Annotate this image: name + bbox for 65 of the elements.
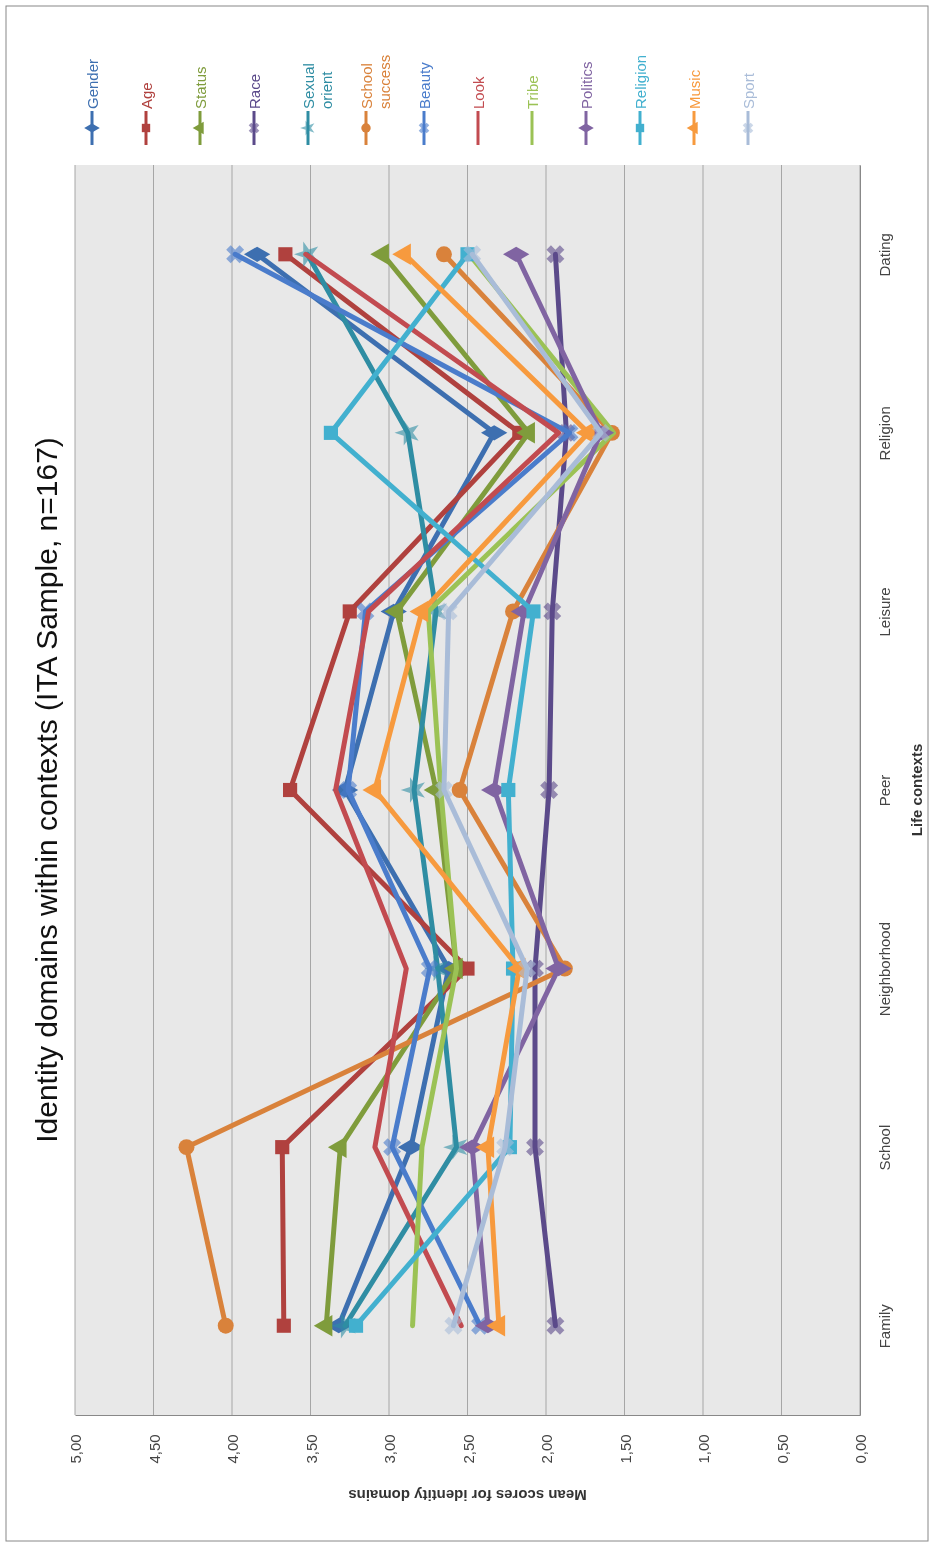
point (178, 1139, 195, 1156)
point (342, 604, 357, 619)
point (518, 959, 537, 978)
point (339, 781, 358, 799)
point (435, 781, 453, 799)
text: Status (191, 66, 209, 109)
point (348, 1318, 364, 1333)
y-tick-label: Dating (875, 233, 893, 277)
point (501, 782, 516, 798)
y-axis-title: Life contexts (907, 743, 925, 837)
text: Politics (577, 61, 595, 109)
point (323, 425, 338, 440)
x-tick-label: 2,00 (538, 1434, 555, 1464)
text: Gender (83, 58, 101, 109)
point (543, 602, 562, 621)
point (443, 1134, 468, 1160)
point (383, 1138, 402, 1157)
x-tick-label: 4,00 (224, 1434, 241, 1464)
point (278, 247, 293, 262)
x-tick-label: 4,50 (145, 1434, 163, 1464)
text: Race (245, 73, 263, 109)
x-tick-label: 0,00 (852, 1434, 869, 1464)
point (526, 604, 541, 619)
point (496, 1138, 515, 1157)
x-tick-label: 1,00 (695, 1434, 712, 1464)
point (463, 245, 482, 264)
text: School success (357, 54, 393, 109)
x-tick-label: 3,00 (381, 1434, 398, 1464)
point (394, 420, 419, 446)
y-tick-label: Neighborhood (875, 921, 893, 1017)
point (439, 602, 458, 621)
text: Beauty (415, 61, 433, 109)
text: Look (469, 75, 487, 109)
point (217, 1317, 234, 1334)
x-tick-label: 0,50 (773, 1434, 791, 1464)
point (444, 1316, 463, 1335)
text: Music (685, 69, 703, 109)
point (546, 1316, 565, 1335)
point (451, 782, 468, 798)
point (435, 246, 452, 263)
point (226, 245, 245, 264)
point (592, 423, 610, 442)
text: Religion (631, 54, 649, 109)
x-tick-label: 1,50 (616, 1434, 634, 1464)
y-tick-label: Family (875, 1303, 893, 1349)
y-tick-label: Peer (875, 774, 893, 807)
point (540, 781, 559, 799)
point (526, 1138, 544, 1157)
x-tick-label: 5,00 (67, 1434, 84, 1464)
point (276, 1318, 291, 1333)
x-tick-label: 3,50 (302, 1434, 320, 1464)
y-tick-label: Leisure (875, 587, 893, 637)
text: Tribe (523, 75, 541, 109)
point (275, 1140, 290, 1155)
x-axis-title: Mean scores for identity domains (348, 1486, 587, 1504)
text: Sport (739, 72, 757, 109)
point (546, 245, 565, 264)
point (400, 777, 425, 803)
x-tick-label: 2,50 (459, 1434, 477, 1464)
text: Age (137, 82, 155, 109)
text: Sexual orient (299, 63, 335, 109)
y-tick-label: Religion (875, 406, 893, 461)
point (283, 782, 298, 798)
y-tick-label: School (875, 1124, 893, 1171)
text: Identity domains within contexts (ITA Sample, n=167) (29, 437, 63, 1143)
